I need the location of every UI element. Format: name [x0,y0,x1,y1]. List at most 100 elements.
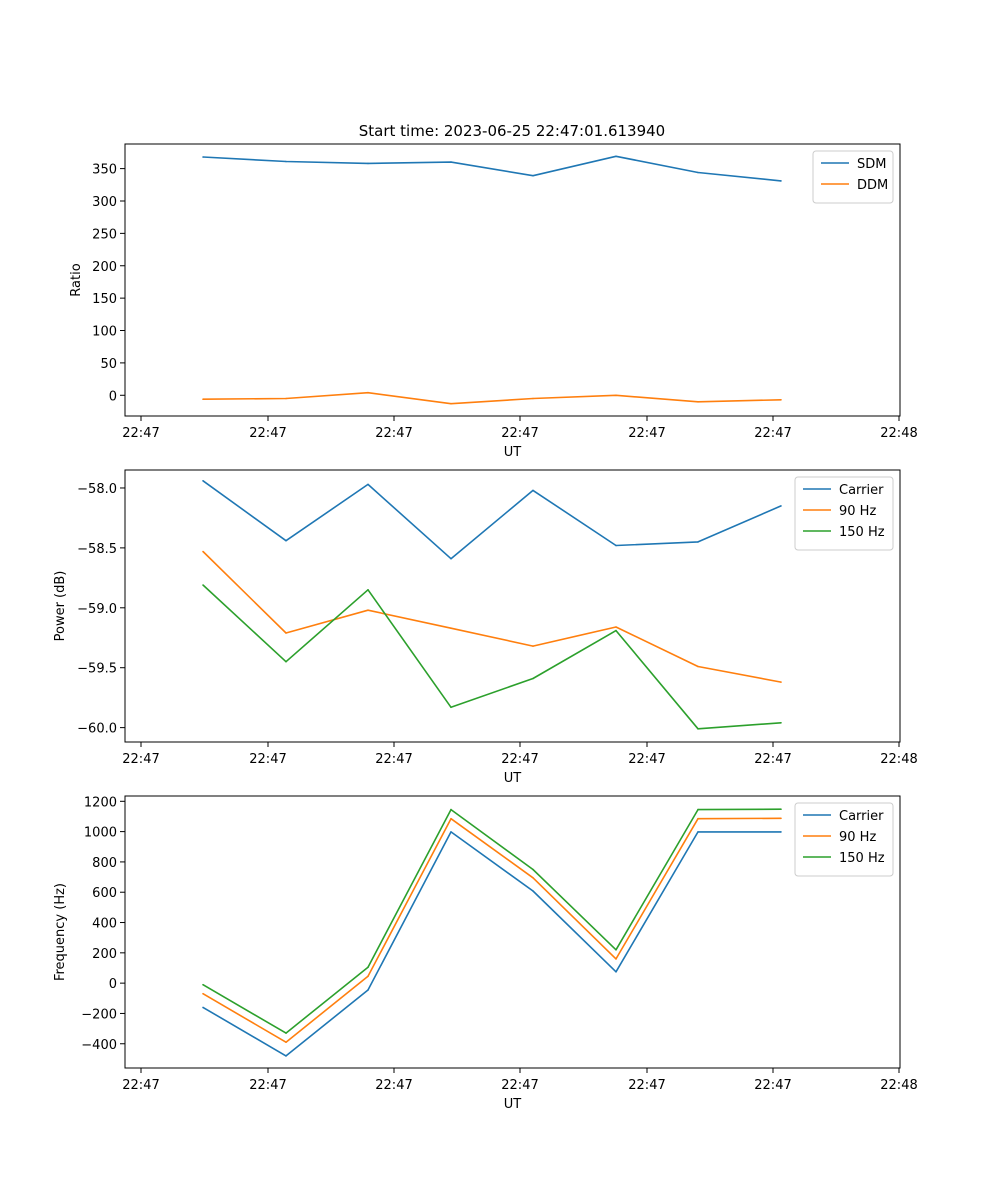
series-line-90-hz [202,550,782,683]
data-point [202,156,204,158]
figure-title: Start time: 2023-06-25 22:47:01.613940 [359,122,665,140]
y-tick-label: −59.0 [77,602,117,617]
x-tick-label: 22:47 [249,752,286,767]
data-point [615,958,617,960]
data-point [450,627,452,629]
data-point [450,161,452,163]
data-point [202,550,204,553]
y-tick-label: 100 [92,325,117,340]
data-point [367,589,369,591]
y-tick-label: 150 [92,292,117,307]
series-line-sdm [202,155,782,182]
data-point [780,399,782,401]
data-point [532,890,534,892]
data-point [697,541,699,543]
data-point [780,722,782,724]
legend-label: 150 Hz [839,851,885,866]
x-tick-label: 22:47 [375,426,412,441]
data-point [367,609,369,611]
y-tick-label: 350 [92,163,117,178]
data-point [615,971,617,973]
data-point [450,817,452,820]
y-tick-label: −200 [81,1007,117,1022]
data-point [285,539,287,542]
data-point [615,626,617,628]
y-tick-label: 400 [92,917,117,932]
data-point [697,808,699,811]
y-tick-label: 250 [92,227,117,242]
chart-panel-1: 22:47 22:47 22:47 22:47 22:47 22:47 22:48 0 50 10… [69,143,918,460]
legend-box [812,150,894,204]
data-point [367,483,369,486]
legend-label: 90 Hz [839,504,876,519]
x-tick-label: 22:47 [754,752,791,767]
data-point [450,706,452,709]
data-point [615,629,617,632]
x-tick-label: 22:47 [375,1078,412,1093]
series-line-150-hz [202,808,782,1034]
data-point [202,480,204,482]
x-tick-label: 22:47 [122,752,159,767]
y-tick-label: −58.5 [77,542,117,557]
data-point [202,992,204,995]
y-tick-label: −60.0 [77,722,117,737]
legend-label: 150 Hz [839,525,885,540]
legend-label: SDM [857,157,886,172]
chart-panel-3: 22:47 22:47 22:47 22:47 22:47 22:47 22:48 −400 −… [53,795,918,1112]
x-tick-label: 22:48 [880,426,917,441]
data-point [780,808,782,810]
legend-label: Carrier [839,483,884,498]
data-point [285,660,287,663]
x-tick-label: 22:47 [501,752,538,767]
data-point [202,398,204,401]
legend-label: DDM [857,178,888,193]
series-line-ddm [202,391,782,405]
data-point [532,397,534,400]
data-point [615,949,617,951]
data-point [532,677,534,680]
y-axis-label: Ratio [69,263,84,296]
y-tick-label: 0 [109,389,117,404]
data-point [697,401,699,403]
y-tick-label: −400 [81,1038,117,1053]
data-point [367,391,369,394]
data-point [367,989,369,991]
x-tick-label: 22:47 [628,1078,665,1093]
data-point [285,632,287,634]
data-point [780,505,782,507]
data-point [780,831,782,833]
data-point [285,1055,287,1057]
y-tick-label: 1200 [84,795,117,810]
x-tick-label: 22:47 [501,1078,538,1093]
series-line-carrier [202,831,781,1057]
data-point [367,975,369,978]
data-point [450,831,452,833]
data-point [285,1041,287,1043]
data-point [697,665,699,668]
y-tick-label: −58.0 [77,482,117,497]
data-point [450,402,452,405]
legend: Carrier 90 Hz 150 Hz [794,802,894,877]
y-tick-label: 1000 [84,826,117,841]
data-point [532,174,534,177]
y-tick-label: 200 [92,947,117,962]
data-point [532,868,534,871]
x-tick-label: 22:47 [754,1078,791,1093]
data-point [367,162,369,165]
x-axis-label: UT [504,1097,522,1112]
x-tick-label: 22:47 [501,426,538,441]
x-tick-label: 22:47 [122,1078,159,1093]
y-tick-label: −59.5 [77,662,117,677]
y-tick-label: 50 [100,357,117,372]
series-line-carrier [202,480,782,560]
data-point [202,983,204,986]
data-point [285,1032,287,1034]
data-point [780,681,782,683]
x-tick-label: 22:47 [628,752,665,767]
x-tick-label: 22:47 [628,426,665,441]
data-point [202,584,204,586]
axes-frame [124,795,901,1069]
data-point [285,397,287,400]
y-tick-label: 300 [92,195,117,210]
